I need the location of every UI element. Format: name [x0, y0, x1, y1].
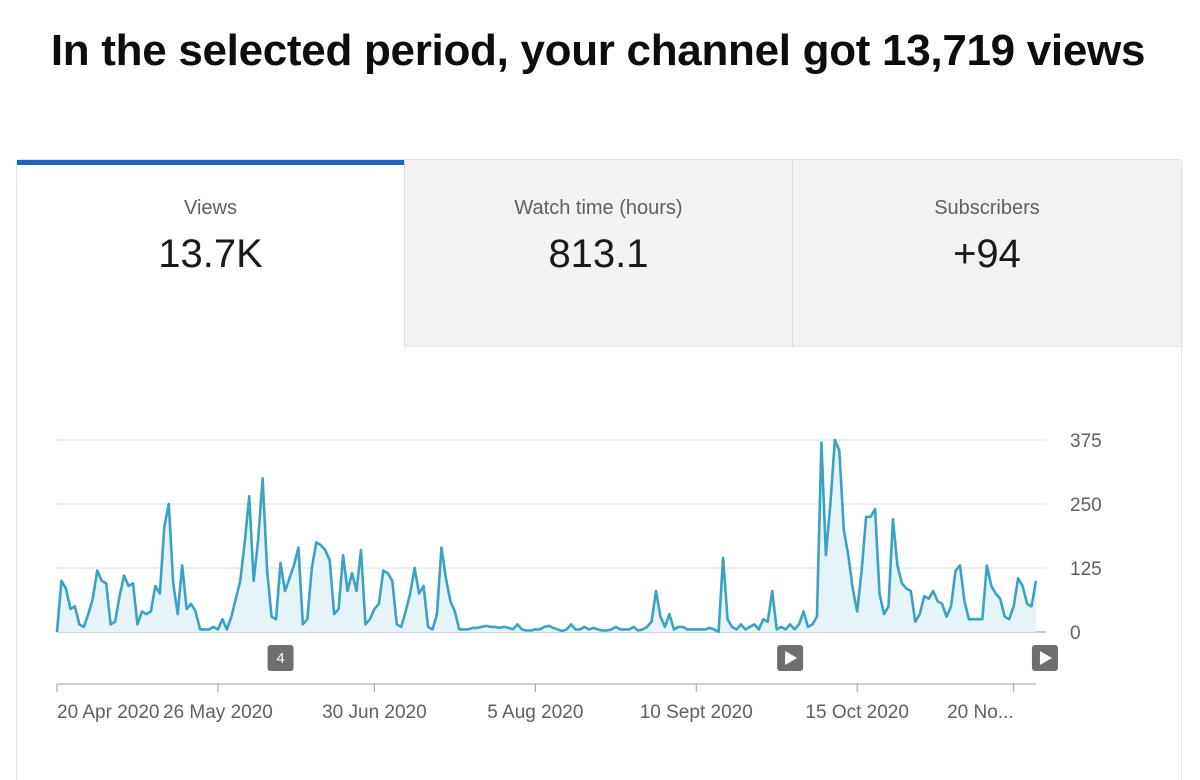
x-tick-label: 20 Apr 2020 — [57, 702, 159, 723]
y-tick-label: 375 — [1070, 431, 1102, 452]
page-title: In the selected period, your channel got… — [50, 26, 1146, 75]
tab-views-label: Views — [184, 197, 237, 219]
svg-text:4: 4 — [276, 650, 284, 667]
play-icon[interactable] — [777, 645, 804, 671]
tab-subscribers-label: Subscribers — [934, 197, 1040, 219]
tab-views-value: 13.7K — [158, 232, 263, 276]
x-tick-label: 15 Oct 2020 — [805, 702, 909, 723]
analytics-card: Views 13.7K Watch time (hours) 813.1 Sub… — [16, 159, 1182, 780]
annotation-marker[interactable]: 4 — [267, 645, 294, 671]
views-line-chart: 0 125 250 375 20 Apr 2020 26 May 2020 30 Jun 2… — [55, 431, 1102, 723]
tab-views[interactable]: Views 13.7K — [17, 160, 404, 347]
y-tick-label: 250 — [1070, 495, 1102, 516]
y-tick-label: 125 — [1070, 559, 1102, 580]
y-tick-label: 0 — [1070, 623, 1081, 644]
tab-subscribers-value: +94 — [953, 232, 1021, 276]
x-tick-label: 20 No... — [947, 702, 1014, 723]
x-tick-label: 26 May 2020 — [163, 702, 273, 723]
tab-watch-time[interactable]: Watch time (hours) 813.1 — [404, 160, 793, 347]
tab-subscribers[interactable]: Subscribers +94 — [793, 160, 1181, 347]
views-area — [57, 440, 1036, 632]
tab-watch-time-value: 813.1 — [548, 232, 649, 276]
metric-tabs: Views 13.7K Watch time (hours) 813.1 Sub… — [17, 160, 1181, 347]
x-tick-label: 10 Sept 2020 — [640, 702, 753, 723]
play-icon[interactable] — [1031, 645, 1058, 671]
x-tick-label: 5 Aug 2020 — [487, 702, 583, 723]
x-tick-label: 30 Jun 2020 — [322, 702, 427, 723]
selected-tab-indicator — [17, 160, 404, 165]
views-series-line — [55, 438, 1038, 634]
tab-watch-time-label: Watch time (hours) — [514, 197, 683, 219]
